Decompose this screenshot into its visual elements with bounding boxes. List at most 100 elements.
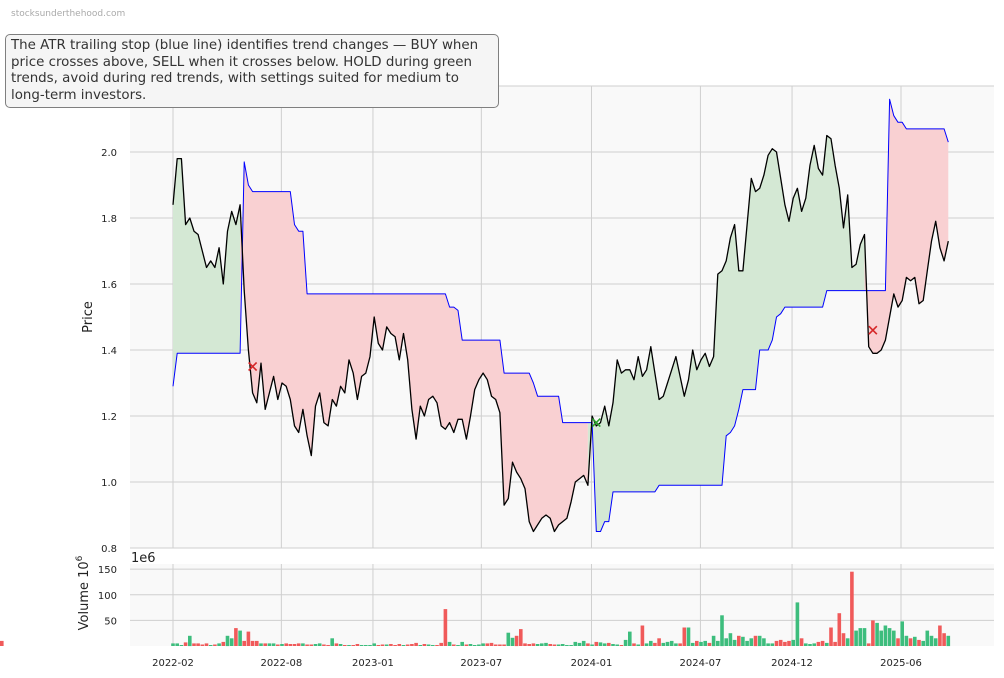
volume-bar <box>175 643 179 646</box>
volume-bar <box>623 639 628 646</box>
x-tick-label: 2023-07 <box>460 658 502 669</box>
volume-bar <box>376 645 381 646</box>
volume-bar <box>439 642 443 646</box>
volume-bar <box>737 635 741 647</box>
volume-bar <box>929 635 934 647</box>
volume-bar <box>447 641 452 646</box>
volume-bar <box>540 643 544 646</box>
watermark: stocksunderthehood.com <box>11 9 126 19</box>
x-tick-label: 2024-12 <box>771 658 813 669</box>
volume-bar <box>678 643 682 646</box>
volume-bar <box>188 635 192 647</box>
volume-bar <box>221 641 226 646</box>
volume-bar <box>871 620 875 646</box>
volume-bar <box>619 645 624 646</box>
volume-bar <box>431 645 435 646</box>
volume-bar <box>443 609 448 646</box>
volume-bar <box>477 644 481 646</box>
price-y-tick-label: 1.0 <box>101 478 117 489</box>
volume-bar <box>171 643 175 646</box>
volume-bar <box>850 571 854 646</box>
price-y-axis-label: Price <box>81 301 96 333</box>
volume-bar <box>527 644 531 646</box>
volume-bar <box>317 643 322 646</box>
volume-bar <box>908 638 913 646</box>
price-y-tick-label: 1.2 <box>101 412 117 423</box>
volume-bar <box>833 641 837 646</box>
sell-marker-stroke <box>868 325 878 335</box>
volume-bar <box>548 644 552 646</box>
volume-bar <box>263 643 267 646</box>
volume-bar <box>405 644 410 646</box>
volume-bar <box>204 643 209 646</box>
volume-bar <box>808 644 812 646</box>
volume-bar <box>208 645 213 646</box>
volume-bar <box>514 635 519 647</box>
volume-bar <box>657 638 661 646</box>
volume-bar <box>489 642 494 646</box>
volume-bar <box>414 642 418 646</box>
volume-bar <box>284 643 288 646</box>
volume-bar <box>728 633 733 646</box>
volume-bar <box>225 635 230 647</box>
volume-bar <box>820 640 825 646</box>
volume-bar <box>452 644 456 646</box>
volume-bar <box>560 644 565 646</box>
volume-bar <box>0 640 4 646</box>
x-tick-label: 2024-01 <box>571 658 613 669</box>
volume-bar <box>556 644 561 646</box>
volume-bar <box>242 640 246 646</box>
volume-bar <box>259 643 263 646</box>
volume-bar <box>636 644 640 646</box>
volume-bar <box>607 642 611 646</box>
volume-bar <box>183 642 188 646</box>
volume-bar <box>246 631 251 646</box>
volume-bar <box>933 638 938 646</box>
sell-signal-marker <box>868 325 878 335</box>
volume-bar <box>510 637 515 646</box>
volume-bar <box>711 635 716 647</box>
volume-bar <box>531 643 536 646</box>
volume-bar <box>519 629 523 646</box>
volume-bar <box>200 644 205 646</box>
volume-bar <box>586 643 590 646</box>
volume-bar <box>338 644 343 646</box>
volume-bar <box>766 643 770 646</box>
volume-bar <box>640 625 645 646</box>
volume-bar <box>615 644 619 646</box>
volume-bar <box>682 627 687 646</box>
volume-bar <box>397 644 402 646</box>
volume-bar <box>720 615 724 647</box>
volume-bar <box>716 640 720 646</box>
volume-bar <box>502 644 506 646</box>
volume-bar <box>355 644 360 646</box>
volume-bar <box>523 643 527 646</box>
volume-bar <box>946 635 951 647</box>
volume-bar <box>326 645 330 646</box>
volume-bar <box>845 638 850 646</box>
volume-bar <box>753 635 758 647</box>
volume-bar <box>661 642 666 646</box>
volume-bar <box>783 641 787 646</box>
price-y-tick-label: 1.4 <box>101 346 117 357</box>
x-tick-label: 2024-07 <box>680 658 722 669</box>
price-y-tick-label: 1.6 <box>101 280 117 291</box>
volume-bar <box>380 644 385 646</box>
volume-bar <box>288 644 293 646</box>
volume-bar <box>762 638 766 646</box>
volume-bar <box>594 641 599 646</box>
x-tick-label: 2023-01 <box>352 658 394 669</box>
volume-bar <box>250 640 255 646</box>
volume-bar <box>674 643 678 646</box>
volume-bar <box>632 643 636 646</box>
sell-signal-marker <box>248 361 258 372</box>
volume-bar <box>234 628 238 646</box>
volume-bar <box>229 638 234 646</box>
volume-bar <box>879 630 883 646</box>
volume-bar <box>749 638 754 646</box>
volume-bar <box>837 613 842 646</box>
volume-bar <box>741 636 745 646</box>
volume-bar <box>745 640 749 646</box>
volume-bar <box>883 625 888 646</box>
